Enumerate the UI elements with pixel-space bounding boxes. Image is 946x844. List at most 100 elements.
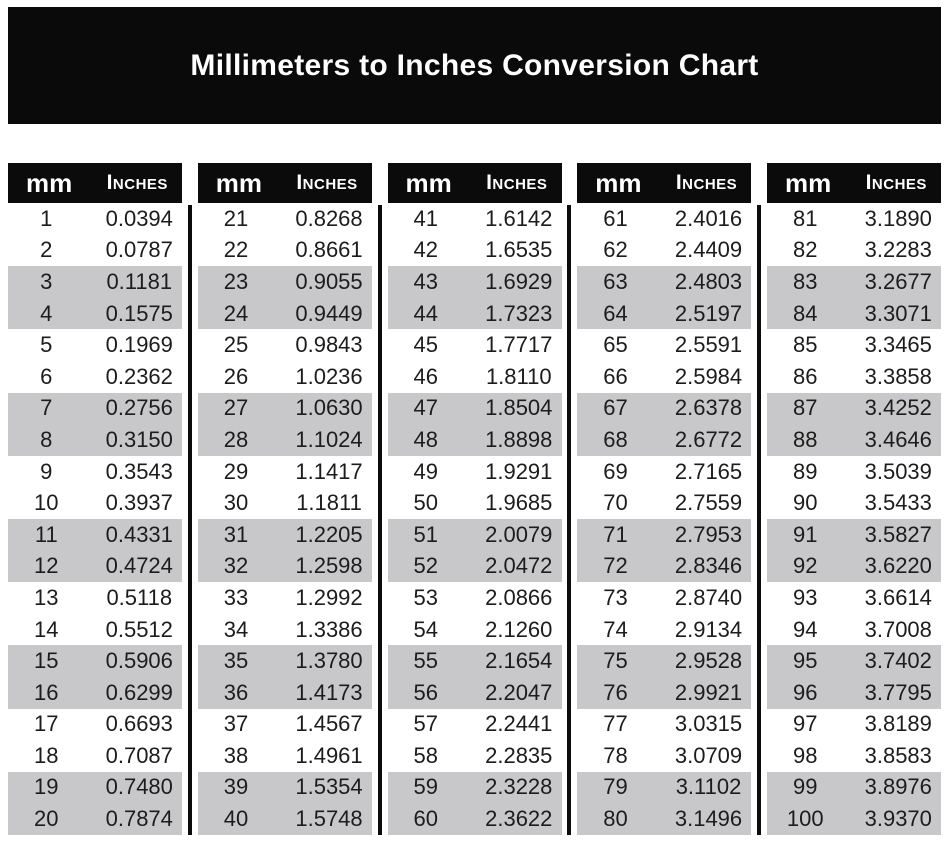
table-row: 42 1.6535: [388, 235, 562, 267]
mm-column-header: mm: [405, 167, 452, 198]
mm-value: 64: [603, 300, 628, 326]
table-row: 69 2.7165: [577, 456, 751, 488]
inches-value: 1.2992: [295, 584, 363, 610]
mm-value: 6: [40, 363, 53, 389]
inches-value: 3.8189: [864, 711, 932, 737]
mm-value: 52: [413, 553, 439, 579]
table-row: 25 0.9843: [198, 329, 372, 361]
inches-value: 0.3150: [105, 426, 173, 452]
table-row: 81 3.1890: [767, 203, 941, 235]
mm-column-header: mm: [26, 167, 73, 198]
inches-value: 1.9291: [485, 458, 553, 484]
table-header-row: mm Inches: [767, 163, 941, 203]
table-row: 32 1.2598: [197, 550, 372, 583]
mm-value: 76: [603, 679, 628, 705]
inches-value: 3.9370: [864, 806, 932, 832]
inches-value: 0.5512: [105, 616, 173, 642]
table-row: 1 0.0394: [8, 203, 182, 235]
table-row: 28 1.1024: [197, 424, 372, 456]
table-column-group: mm Inches 1 0.0394 2 0.0787 3 0.1181 4 0…: [8, 163, 182, 835]
inches-value: 3.5433: [864, 490, 932, 516]
mm-value: 96: [793, 679, 818, 705]
inches-value: 2.2835: [485, 742, 553, 768]
table-row: 79 3.1102: [577, 771, 752, 804]
table-row: 99 3.8976: [767, 771, 941, 804]
mm-value: 79: [603, 774, 628, 800]
inches-value: 0.5906: [105, 648, 173, 674]
table-row: 67 2.6378: [577, 392, 752, 425]
table-row: 72 2.8346: [577, 550, 752, 583]
table-row: 91 3.5827: [767, 518, 941, 551]
inches-value: 3.4252: [864, 395, 932, 421]
inches-value: 0.3937: [105, 490, 173, 516]
table-row: 80 3.1496: [577, 803, 752, 835]
inches-value: 0.1969: [105, 332, 173, 358]
mm-value: 32: [223, 553, 249, 579]
column-divider: [187, 205, 192, 835]
inches-value: 2.2047: [485, 679, 553, 705]
mm-value: 13: [34, 584, 59, 610]
table-row: 56 2.2047: [387, 676, 562, 709]
inches-value: 2.0472: [485, 553, 553, 579]
inches-value: 2.8740: [674, 584, 743, 610]
table-row: 50 1.9685: [388, 487, 562, 519]
mm-value: 26: [223, 363, 249, 389]
table-row: 43 1.6929: [387, 266, 562, 298]
table-row: 11 0.4331: [8, 518, 182, 551]
mm-value: 73: [603, 584, 628, 610]
table-row: 51 2.0079: [387, 518, 562, 551]
mm-value: 11: [34, 521, 58, 547]
mm-value: 14: [34, 616, 59, 642]
inches-value: 0.0394: [105, 205, 173, 231]
mm-value: 63: [603, 268, 628, 294]
table-row: 33 1.2992: [198, 582, 372, 614]
table-row: 77 3.0315: [577, 709, 751, 741]
inches-value: 0.8661: [295, 237, 363, 263]
inches-value: 2.1654: [485, 648, 553, 674]
inches-value: 0.4331: [105, 521, 173, 547]
table-row: 55 2.1654: [387, 645, 562, 677]
mm-value: 74: [603, 616, 628, 642]
inches-value: 3.8583: [864, 742, 932, 768]
inches-value: 3.3858: [864, 363, 932, 389]
mm-column-header: mm: [215, 167, 262, 198]
inches-value: 2.3622: [485, 806, 553, 832]
inches-value: 2.7559: [674, 490, 743, 516]
inches-value: 2.9921: [674, 679, 743, 705]
inches-column-header: Inches: [675, 171, 738, 194]
table-row: 37 1.4567: [198, 709, 372, 741]
inches-value: 1.1417: [295, 458, 363, 484]
inches-value: 1.4567: [295, 711, 363, 737]
inches-value: 3.5827: [864, 521, 932, 547]
inches-value: 2.4016: [674, 205, 743, 231]
inches-value: 2.5591: [674, 332, 743, 358]
table-row: 19 0.7480: [8, 771, 182, 804]
table-row: 58 2.2835: [388, 740, 562, 772]
inches-value: 0.4724: [105, 553, 173, 579]
inches-value: 3.2283: [864, 237, 932, 263]
mm-value: 4: [40, 300, 53, 326]
inches-value: 0.9449: [295, 300, 363, 326]
table-row: 66 2.5984: [577, 361, 751, 393]
column-divider-slot: [751, 163, 767, 835]
mm-value: 85: [793, 332, 818, 358]
table-row: 3 0.1181: [8, 266, 182, 298]
table-row: 29 1.1417: [198, 456, 372, 488]
table-row: 18 0.7087: [8, 740, 182, 772]
mm-value: 82: [793, 237, 818, 263]
inches-value: 2.2441: [485, 711, 553, 737]
table-row: 52 2.0472: [387, 550, 562, 583]
mm-value: 31: [223, 521, 249, 547]
mm-value: 34: [223, 616, 249, 642]
mm-value: 54: [413, 616, 439, 642]
table-row: 5 0.1969: [8, 329, 182, 361]
mm-value: 66: [603, 363, 628, 389]
mm-value: 24: [223, 300, 249, 326]
table-row: 7 0.2756: [8, 392, 182, 425]
mm-value: 97: [793, 711, 818, 737]
table-row: 45 1.7717: [388, 329, 562, 361]
inches-value: 3.7008: [864, 616, 932, 642]
inches-value: 0.2756: [105, 395, 173, 421]
mm-value: 45: [413, 332, 439, 358]
table-header-row: mm Inches: [387, 163, 562, 203]
